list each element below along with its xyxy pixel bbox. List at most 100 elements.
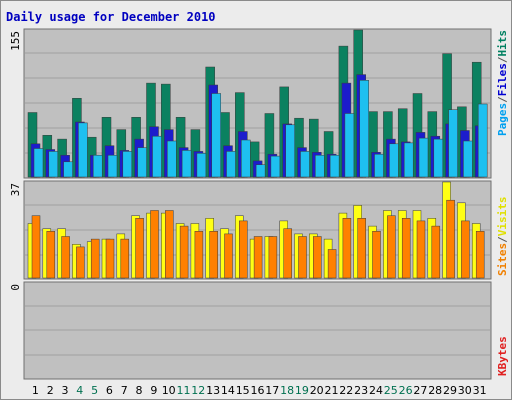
panel-kbytes: 0 KBytes xyxy=(9,281,509,380)
y-max-label-kbytes: 0 xyxy=(9,284,22,291)
bar-pages-day-12 xyxy=(196,153,207,178)
bar-sites-day-13 xyxy=(209,231,218,279)
day-label-8: 8 xyxy=(136,384,143,397)
bar-pages-day-7 xyxy=(122,151,133,178)
legend-item-visits-2: Visits xyxy=(496,197,509,237)
y-max-label-traffic: 155 xyxy=(9,31,22,51)
bar-pages-day-13 xyxy=(211,93,221,178)
day-label-18: 18 xyxy=(280,384,294,397)
bar-pages-day-25 xyxy=(389,143,399,178)
bars-traffic xyxy=(27,29,488,178)
axis-legend-kbytes: KBytes xyxy=(496,336,509,376)
bar-sites-day-6 xyxy=(105,238,115,279)
day-labels: 1 2 3 4 5 6 7 8 9 10 11 12 13 14 15 16 17 18 19 20 21 22 23 24 2… xyxy=(32,384,487,397)
day-label-17: 17 xyxy=(265,384,279,397)
day-label-21: 21 xyxy=(325,384,339,397)
bar-sites-day-28 xyxy=(431,225,441,279)
bar-sites-day-31 xyxy=(475,231,485,279)
day-label-15: 15 xyxy=(236,384,250,397)
day-label-11: 11 xyxy=(177,384,191,397)
bar-sites-day-26 xyxy=(401,218,411,279)
day-label-16: 16 xyxy=(251,384,265,397)
bar-sites-day-17 xyxy=(268,236,278,279)
bar-sites-day-21 xyxy=(327,249,337,279)
day-label-29: 29 xyxy=(443,384,457,397)
bar-pages-day-18 xyxy=(285,124,295,178)
axis-legend-visits: Sites/Visits xyxy=(496,197,509,277)
bar-sites-day-23 xyxy=(357,218,366,279)
bar-pages-day-6 xyxy=(107,154,118,178)
bar-pages-day-17 xyxy=(270,155,281,178)
bar-pages-day-4 xyxy=(78,122,88,178)
day-label-2: 2 xyxy=(47,384,54,397)
bar-pages-day-3 xyxy=(63,161,73,178)
bar-pages-day-16 xyxy=(255,164,266,178)
bar-pages-day-27 xyxy=(418,137,429,178)
bar-pages-day-10 xyxy=(167,140,177,178)
bar-sites-day-27 xyxy=(416,220,426,279)
bar-sites-day-15 xyxy=(239,220,248,279)
legend-item-traffic-2: Files xyxy=(496,63,509,96)
day-label-12: 12 xyxy=(191,384,205,397)
day-label-20: 20 xyxy=(310,384,324,397)
bar-sites-day-25 xyxy=(387,215,396,279)
day-label-3: 3 xyxy=(62,384,69,397)
bar-pages-day-5 xyxy=(92,154,103,178)
bar-sites-day-11 xyxy=(179,225,189,279)
bar-sites-day-16 xyxy=(253,236,263,279)
day-label-22: 22 xyxy=(339,384,353,397)
bar-pages-day-30 xyxy=(463,140,473,178)
bar-pages-day-8 xyxy=(137,147,147,178)
axis-legend-traffic: Pages/Files/Hits xyxy=(496,30,509,136)
legend-item-traffic-4: Hits xyxy=(496,30,509,57)
legend-item-traffic-3: / xyxy=(496,56,509,63)
bar-pages-day-1 xyxy=(33,148,44,178)
legend-item-kbytes-0: KBytes xyxy=(496,336,509,376)
legend-item-visits-1: / xyxy=(496,236,509,243)
legend-item-traffic-1: / xyxy=(496,96,509,103)
bar-pages-day-15 xyxy=(241,139,251,178)
bar-sites-day-10 xyxy=(165,210,174,279)
bar-sites-day-2 xyxy=(46,231,56,279)
bar-sites-day-3 xyxy=(61,236,70,279)
bar-pages-day-24 xyxy=(374,153,384,178)
bar-pages-day-2 xyxy=(48,151,59,178)
day-label-27: 27 xyxy=(413,384,427,397)
bar-sites-day-22 xyxy=(342,218,352,279)
bar-sites-day-20 xyxy=(313,236,322,279)
day-label-5: 5 xyxy=(91,384,98,397)
day-label-1: 1 xyxy=(32,384,39,397)
day-label-19: 19 xyxy=(295,384,309,397)
bar-pages-day-11 xyxy=(181,150,192,178)
day-label-28: 28 xyxy=(428,384,442,397)
bars-visits xyxy=(27,181,485,279)
bar-sites-day-29 xyxy=(446,199,455,279)
bar-pages-day-22 xyxy=(344,113,355,178)
bar-sites-day-14 xyxy=(224,233,233,279)
bar-sites-day-4 xyxy=(76,246,85,279)
day-label-6: 6 xyxy=(106,384,113,397)
bar-pages-day-29 xyxy=(448,109,458,178)
bar-sites-day-19 xyxy=(298,236,307,279)
day-label-23: 23 xyxy=(354,384,368,397)
bar-pages-day-31 xyxy=(477,103,488,178)
y-max-label-visits: 37 xyxy=(9,183,22,196)
day-label-14: 14 xyxy=(221,384,235,397)
legend-item-visits-0: Sites xyxy=(496,243,509,276)
bar-pages-day-28 xyxy=(433,138,444,178)
day-label-31: 31 xyxy=(473,384,487,397)
day-label-13: 13 xyxy=(206,384,220,397)
panel-visits: 37 Sites/Visits xyxy=(9,180,509,280)
bar-pages-day-21 xyxy=(329,154,340,178)
legend-item-traffic-0: Pages xyxy=(496,103,509,136)
bar-pages-day-14 xyxy=(226,151,236,178)
bar-pages-day-19 xyxy=(300,151,310,178)
bar-sites-day-5 xyxy=(90,238,100,279)
day-label-7: 7 xyxy=(121,384,128,397)
day-label-4: 4 xyxy=(76,384,83,397)
bar-pages-day-26 xyxy=(403,142,414,178)
